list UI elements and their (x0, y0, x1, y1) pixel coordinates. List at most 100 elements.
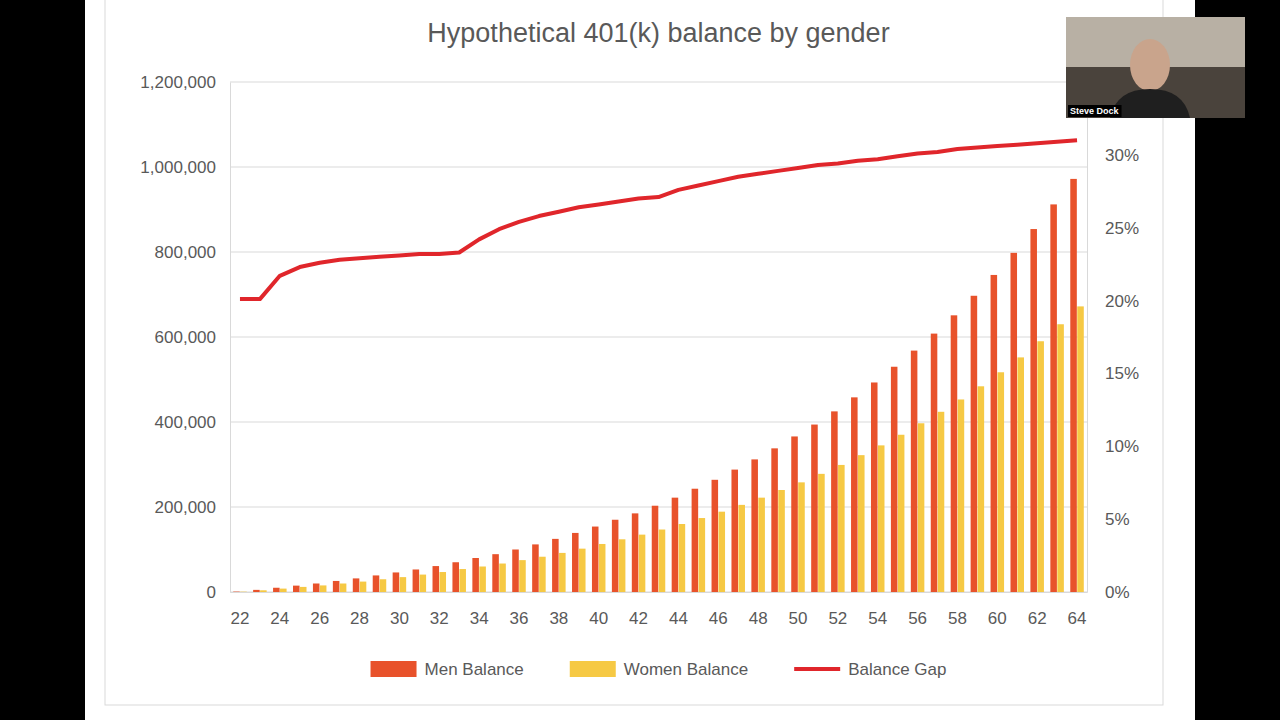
bar (439, 572, 446, 592)
bar (1070, 179, 1077, 592)
x-tick: 60 (988, 592, 1007, 628)
x-tick-label: 30 (390, 609, 409, 628)
x-tick: 22 (231, 592, 250, 628)
x-tick-label: 24 (270, 609, 289, 628)
person-head (1130, 39, 1170, 91)
x-tick-label: 48 (749, 609, 768, 628)
bar (918, 423, 925, 592)
bar (472, 558, 479, 592)
bar (911, 351, 918, 592)
y-tick-label: 1,200,000 (140, 73, 216, 92)
y2-tick-label: 25% (1105, 219, 1139, 238)
x-tick-label: 32 (430, 609, 449, 628)
x-tick: 64 (1068, 592, 1087, 628)
bar (260, 590, 267, 592)
bar (579, 549, 586, 592)
x-tick: 52 (828, 592, 847, 628)
y-tick: 0 (207, 583, 230, 602)
bar (519, 560, 526, 592)
bar (692, 489, 699, 592)
person-body (1110, 89, 1190, 118)
video-name-background (1068, 105, 1122, 117)
x-tick-label: 36 (510, 609, 529, 628)
grid-line (230, 337, 1087, 338)
video-name: Steve Dock (1070, 106, 1120, 116)
x-tick-label: 52 (828, 609, 847, 628)
bar (320, 585, 327, 592)
legend-label: Balance Gap (848, 660, 946, 679)
bar (592, 527, 599, 592)
bar (459, 569, 466, 592)
x-tick-label: 26 (310, 609, 329, 628)
bar (958, 399, 965, 592)
y2-tick-label: 10% (1105, 437, 1139, 456)
x-tick: 32 (430, 592, 449, 628)
y-tick: 200,000 (155, 498, 230, 517)
x-tick-label: 50 (789, 609, 808, 628)
bar (599, 544, 606, 592)
video-overlay: Steve Dock (1066, 17, 1245, 118)
legend-item: Men Balance (371, 660, 524, 679)
chart-frame (105, 0, 1163, 705)
video-frame (1066, 17, 1245, 118)
y-tick-label: 600,000 (155, 328, 216, 347)
x-tick: 26 (310, 592, 329, 628)
bar (380, 579, 387, 592)
line (240, 140, 1077, 299)
bar (798, 482, 805, 592)
bar (639, 535, 646, 592)
bar (971, 296, 978, 592)
bar (253, 590, 260, 592)
bar (791, 436, 798, 592)
grid-line (230, 82, 1087, 83)
bar (771, 448, 778, 592)
x-tick: 42 (629, 592, 648, 628)
x-tick: 28 (350, 592, 369, 628)
bar (858, 455, 865, 592)
bar (1050, 204, 1057, 592)
bar (532, 544, 539, 592)
bar (891, 367, 898, 592)
y-tick-label: 200,000 (155, 498, 216, 517)
bar (1077, 306, 1084, 592)
bar (300, 587, 307, 592)
y-tick: 800,000 (155, 243, 230, 262)
bar (373, 575, 380, 592)
y2-tick-label: 15% (1105, 364, 1139, 383)
y2-axis-line (1087, 83, 1088, 593)
bar (731, 470, 738, 592)
bar (280, 589, 287, 592)
x-tick: 54 (868, 592, 887, 628)
bar (393, 572, 400, 592)
legend-item: Women Balance (570, 660, 748, 679)
x-tick-label: 22 (231, 609, 250, 628)
x-tick: 36 (510, 592, 529, 628)
legend-label: Men Balance (425, 660, 524, 679)
bar (360, 582, 367, 592)
y-tick: 600,000 (155, 328, 230, 347)
bar (240, 591, 247, 592)
grid-line (230, 252, 1087, 253)
y-tick-label: 1,000,000 (140, 158, 216, 177)
bar (758, 498, 765, 592)
bar (413, 569, 420, 592)
y-tick: 1,200,000 (140, 73, 230, 92)
y2-axis: 0%5%10%15%20%25%30% (1087, 83, 1139, 602)
plot-area (233, 140, 1084, 592)
x-tick: 30 (390, 592, 409, 628)
bar (353, 578, 360, 592)
bar (679, 524, 686, 592)
bar (512, 550, 519, 593)
bar (1057, 324, 1064, 592)
y2-tick-label: 0% (1105, 583, 1130, 602)
bar (652, 506, 659, 592)
y2-tick: 25% (1087, 219, 1139, 238)
y2-tick: 20% (1087, 292, 1139, 311)
bar (851, 397, 858, 592)
bar (738, 505, 745, 592)
x-tick: 44 (669, 592, 688, 628)
legend-swatch (794, 667, 840, 671)
bar (340, 584, 347, 593)
bar (1017, 357, 1024, 592)
x-tick-label: 46 (709, 609, 728, 628)
